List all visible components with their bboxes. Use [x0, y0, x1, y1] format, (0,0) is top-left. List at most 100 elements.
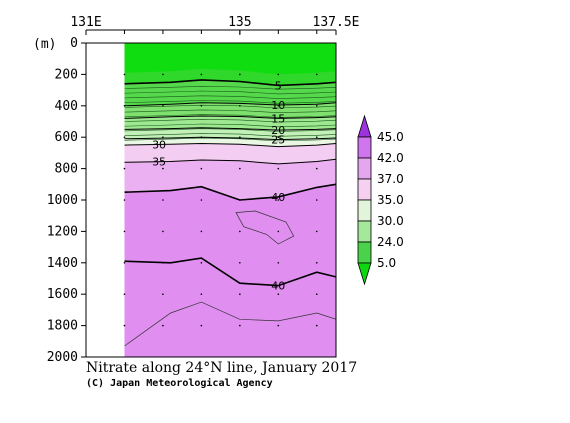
sample-dot — [239, 167, 241, 170]
legend-level-label: 24.0 — [377, 235, 404, 249]
sample-dot — [315, 293, 318, 296]
contour-line-15 — [124, 115, 336, 119]
sample-dot — [315, 136, 318, 138]
contour-line-layer — [124, 79, 336, 347]
contour-line-42 — [124, 301, 336, 347]
minor-contour-line — [124, 123, 336, 128]
sample-dot — [239, 324, 241, 327]
contour-label-40: 40 — [271, 191, 285, 204]
color-legend: 45.0 42.0 37.0 35.0 30.0 24.0 5.0 — [357, 114, 404, 286]
depth-axis: 0 200 400 600 800 1000 1200 1400 1600 1800 2000 — [47, 36, 86, 365]
minor-contour-line — [124, 100, 336, 104]
sample-dot — [123, 167, 126, 170]
legend-top-arrow — [357, 114, 372, 138]
sample-dot — [277, 199, 280, 201]
sample-dot — [315, 73, 318, 76]
contour-label-25: 25 — [271, 134, 285, 147]
sample-dot — [200, 293, 203, 296]
legend-level-label: 42.0 — [377, 151, 404, 165]
contour-line-30 — [124, 142, 336, 148]
contour-label-5: 5 — [275, 79, 282, 92]
sample-dot — [315, 262, 318, 264]
sample-dot — [200, 73, 203, 76]
contour-line-40 — [124, 257, 336, 287]
depth-tick-label: 200 — [55, 67, 78, 82]
sample-dot — [277, 136, 280, 138]
top-tick-label: 137.5E — [313, 15, 360, 30]
sample-dot — [239, 73, 241, 76]
depth-tick-label: 400 — [55, 99, 78, 114]
sample-dot — [162, 136, 164, 138]
top-longitude-axis: 131E 135 137.5E — [70, 15, 359, 35]
sample-dot — [200, 230, 203, 233]
top-tick-label: 135 — [228, 15, 251, 30]
sample-dot — [200, 105, 203, 107]
minor-contour-line — [124, 133, 336, 137]
contour-fill-layer — [86, 43, 336, 357]
depth-tick-label: 1000 — [47, 193, 78, 208]
sample-dot-layer — [123, 73, 318, 327]
sample-dot — [162, 73, 164, 76]
contour-line-10 — [124, 102, 336, 107]
sample-dot — [200, 324, 203, 327]
legend-level-label: 5.0 — [377, 256, 396, 270]
contour-line-25 — [124, 136, 336, 141]
legend-level-label: 30.0 — [377, 214, 404, 228]
sample-dot — [277, 293, 280, 296]
sample-dot — [200, 262, 203, 264]
sample-dot — [162, 167, 164, 170]
credit-text: (C) Japan Meteorological Agency — [86, 377, 273, 389]
minor-contour-line — [124, 118, 336, 123]
no-data-area — [86, 43, 125, 357]
sample-dot — [277, 73, 280, 76]
sample-dot — [123, 136, 126, 138]
sample-dot — [162, 293, 164, 296]
minor-contour-line — [124, 137, 336, 142]
sample-dot — [200, 199, 203, 201]
contour-label-40: 40 — [271, 280, 285, 293]
sample-dot — [315, 199, 318, 201]
contour-loop-42 — [235, 210, 295, 245]
depth-unit-label: (m) — [33, 37, 56, 52]
sample-dot — [162, 105, 164, 107]
minor-contour-line — [124, 85, 336, 90]
legend-swatch — [357, 199, 372, 222]
band-surface — [124, 43, 336, 75]
minor-contour-line — [124, 95, 336, 99]
sample-dot — [315, 324, 318, 327]
legend-swatch — [357, 241, 372, 264]
sample-dot — [239, 293, 241, 296]
depth-tick-label: 1800 — [47, 319, 78, 334]
sample-dot — [123, 230, 126, 233]
sample-dot — [239, 262, 241, 264]
sample-dot — [162, 324, 164, 327]
sample-dot — [315, 230, 318, 233]
minor-contour-line — [124, 114, 336, 118]
legend-swatch — [357, 178, 372, 201]
contour-line-5 — [124, 79, 336, 87]
depth-tick-label: 1400 — [47, 256, 78, 271]
legend-level-label: 37.0 — [377, 172, 404, 186]
contour-label-20: 20 — [271, 124, 285, 137]
legend-swatch — [357, 136, 372, 159]
legend-bottom-arrow — [357, 262, 372, 286]
minor-contour-line — [124, 90, 336, 95]
chart-title: Nitrate along 24°N line, January 2017 — [86, 360, 357, 376]
sample-dot — [123, 324, 126, 327]
sample-dot — [123, 105, 126, 107]
sample-dot — [123, 293, 126, 296]
sample-dot — [162, 262, 164, 264]
sample-dot — [277, 105, 280, 107]
sample-dot — [277, 167, 280, 170]
sample-dot — [277, 262, 280, 264]
sample-dot — [123, 73, 126, 76]
sample-dot — [277, 230, 280, 233]
sample-dot — [123, 262, 126, 264]
sample-dot — [123, 199, 126, 201]
legend-swatch — [357, 157, 372, 180]
legend-level-label: 45.0 — [377, 130, 404, 144]
depth-tick-label: 800 — [55, 162, 78, 177]
top-tick-label: 131E — [70, 15, 101, 30]
contour-line-20 — [124, 127, 336, 131]
